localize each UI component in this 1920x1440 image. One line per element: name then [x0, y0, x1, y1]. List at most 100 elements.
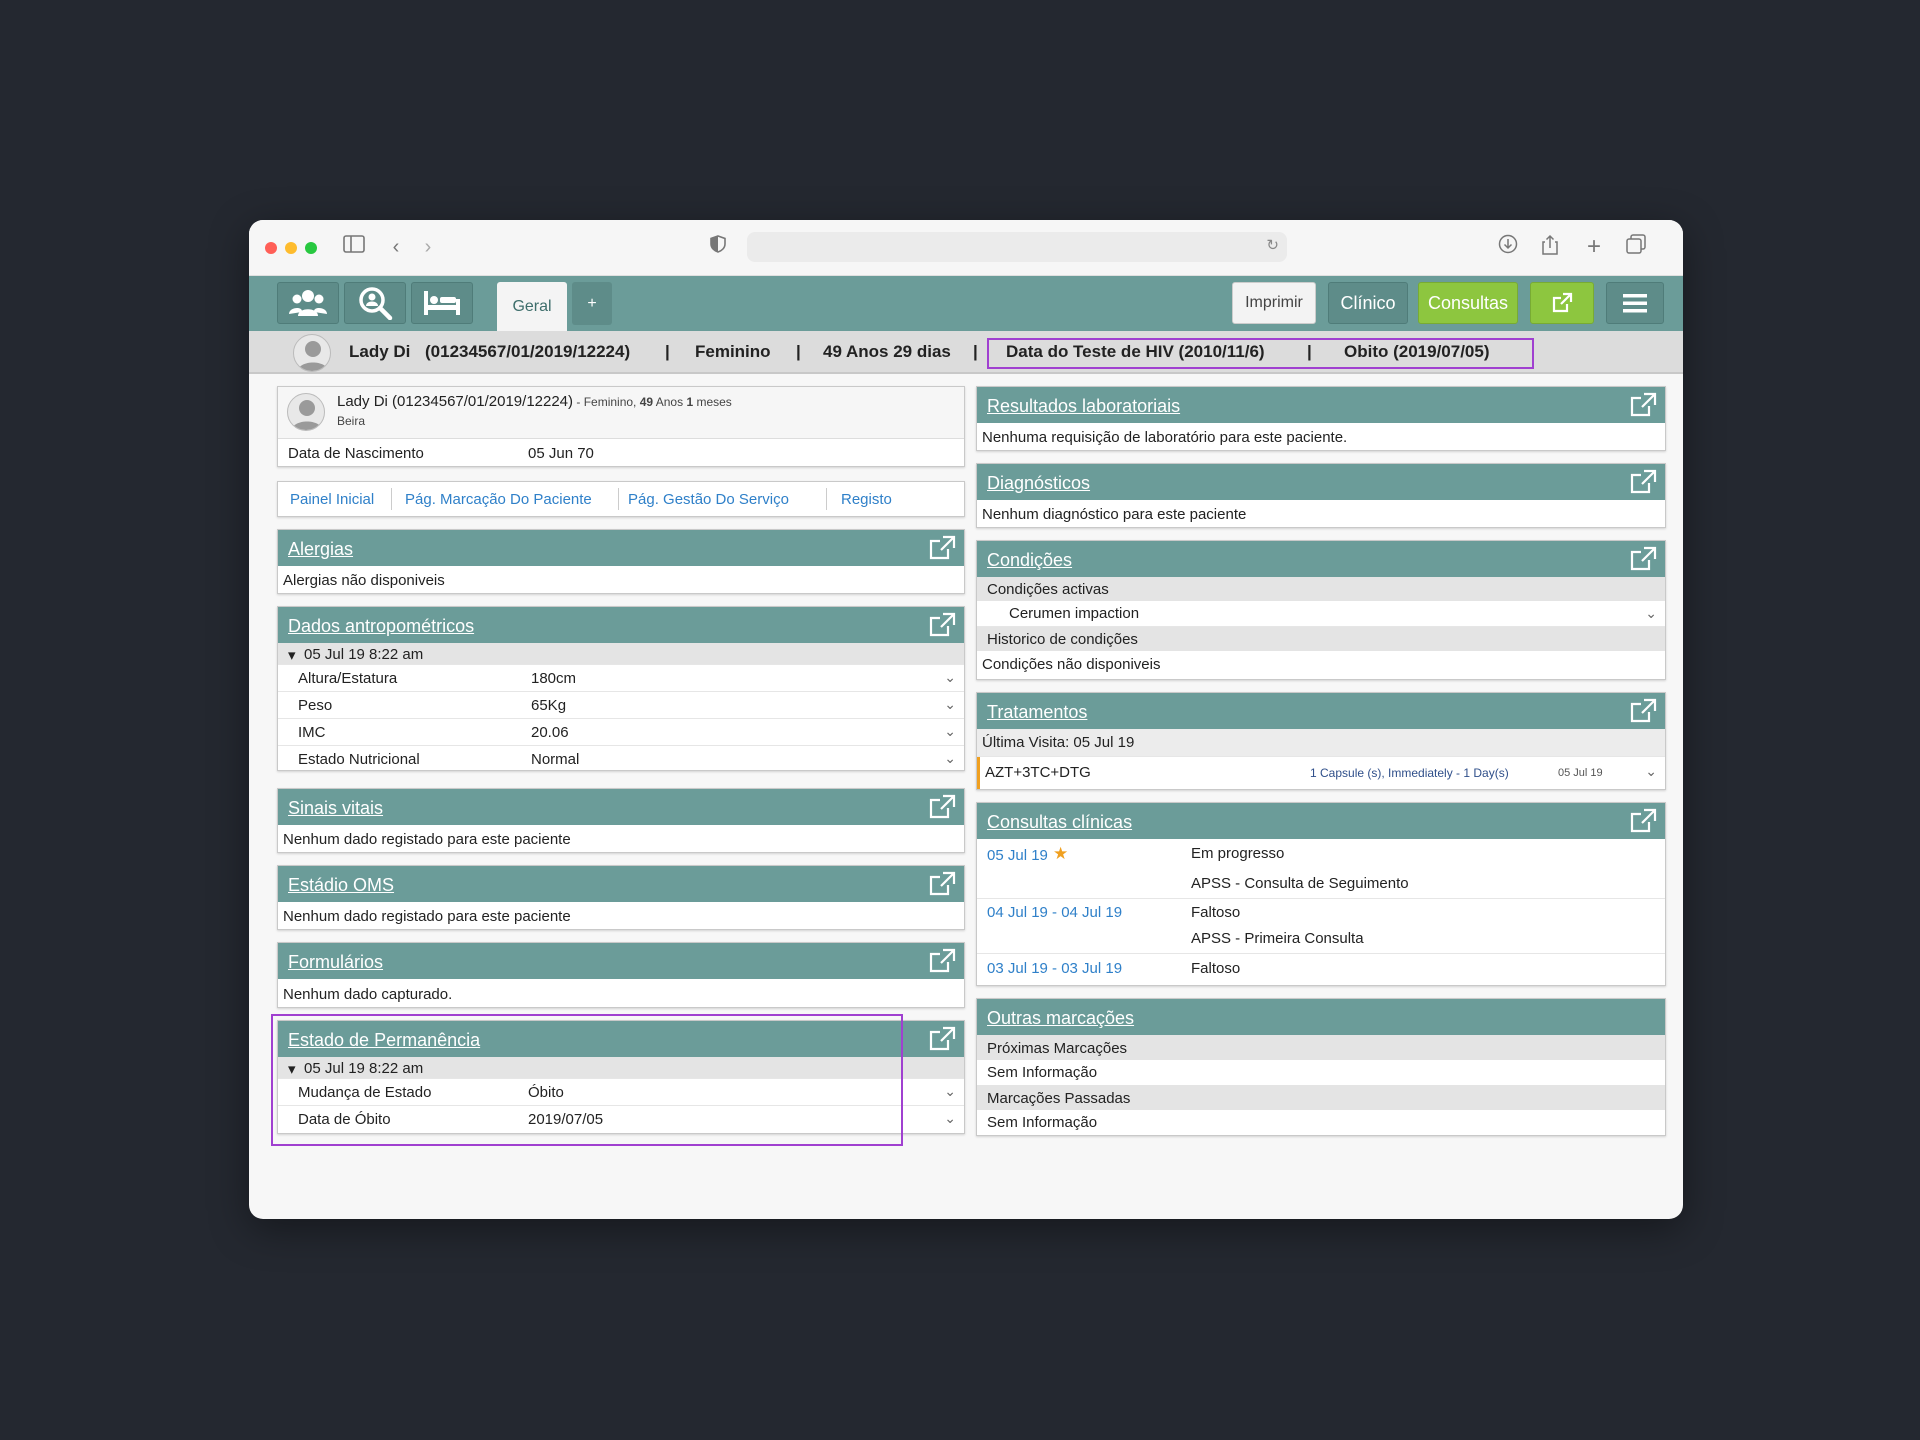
drug-date: 05 Jul 19	[1558, 767, 1603, 779]
external-link-icon[interactable]	[1629, 392, 1657, 418]
main-menu-button[interactable]	[1606, 282, 1664, 324]
search-patient-nav-button[interactable]	[344, 282, 406, 324]
permanence-state-panel: Estado de Permanência ▾ 05 Jul 19 8:22 a…	[277, 1020, 965, 1134]
ward-nav-button[interactable]	[411, 282, 473, 324]
permanence-state-title[interactable]: Estado de Permanência	[288, 1030, 481, 1050]
next-appointments-text: Sem Informação	[987, 1064, 1098, 1081]
open-external-button[interactable]	[1530, 282, 1594, 324]
diagnoses-title[interactable]: Diagnósticos	[987, 473, 1091, 493]
link-gestao-servico[interactable]: Pág. Gestão Do Serviço	[628, 491, 789, 508]
obs-row[interactable]: Altura/Estatura 180cm ⌄	[278, 665, 964, 692]
back-icon[interactable]: ‹	[392, 236, 400, 258]
condition-row[interactable]: Cerumen impaction ⌄	[977, 601, 1665, 627]
maximize-window-button[interactable]	[305, 242, 317, 254]
patient-info-name: Lady Di (01234567/01/2019/12224)	[337, 393, 574, 410]
conditions-title[interactable]: Condições	[987, 550, 1073, 570]
consultation-date[interactable]: 03 Jul 19 - 03 Jul 19	[987, 960, 1123, 977]
obs-row[interactable]: IMC 20.06 ⌄	[278, 719, 964, 746]
download-icon[interactable]	[1495, 234, 1521, 260]
link-marcacao-paciente[interactable]: Pág. Marcação Do Paciente	[405, 491, 592, 508]
clinical-button[interactable]: Clínico	[1328, 282, 1408, 324]
tab-geral[interactable]: Geral	[497, 282, 567, 331]
chevron-down-icon[interactable]: ⌄	[1645, 605, 1657, 621]
separator: |	[665, 342, 670, 361]
obs-value: 2019/07/05	[528, 1111, 604, 1128]
patients-nav-button[interactable]	[277, 282, 339, 324]
forward-icon[interactable]: ›	[424, 236, 432, 258]
external-link-icon[interactable]	[928, 948, 956, 974]
drug-dose: 1 Capsule (s), Immediately - 1 Day(s)	[1310, 766, 1509, 780]
condition-name: Cerumen impaction	[1009, 605, 1140, 622]
conditions-panel: Condições Condições activas Cerumen impa…	[976, 540, 1666, 680]
who-stage-title[interactable]: Estádio OMS	[288, 875, 395, 895]
treatment-row[interactable]: AZT+3TC+DTG 1 Capsule (s), Immediately -…	[977, 757, 1665, 789]
share-icon[interactable]	[1537, 234, 1563, 260]
chevron-down-icon[interactable]: ⌄	[944, 696, 956, 712]
treatments-title[interactable]: Tratamentos	[987, 702, 1088, 722]
tab-add[interactable]: +	[572, 282, 612, 325]
consultations-button[interactable]: Consultas	[1418, 282, 1518, 324]
reload-icon[interactable]: ↻	[1266, 237, 1279, 254]
consultation-row[interactable]: 03 Jul 19 - 03 Jul 19 Faltoso	[977, 954, 1665, 982]
external-link-icon	[1552, 292, 1573, 313]
address-bar[interactable]: ↻	[747, 232, 1287, 262]
link-registo[interactable]: Registo	[841, 491, 892, 508]
obs-row[interactable]: Data de Óbito 2019/07/05 ⌄	[278, 1106, 964, 1133]
encounter-date-row[interactable]: ▾ 05 Jul 19 8:22 am	[278, 643, 964, 665]
consultation-date[interactable]: 05 Jul 19	[987, 847, 1048, 864]
external-link-icon[interactable]	[928, 794, 956, 820]
obs-row[interactable]: Peso 65Kg ⌄	[278, 692, 964, 719]
chevron-down-icon[interactable]: ⌄	[944, 1110, 956, 1126]
lab-results-title[interactable]: Resultados laboratoriais	[987, 396, 1181, 416]
external-link-icon[interactable]	[1629, 808, 1657, 834]
external-link-icon[interactable]	[928, 612, 956, 638]
encounter-date-row[interactable]: ▾ 05 Jul 19 8:22 am	[278, 1057, 964, 1079]
next-appointments-label: Próximas Marcações	[987, 1040, 1128, 1057]
vital-signs-panel: Sinais vitais Nenhum dado registado para…	[277, 788, 965, 853]
print-button[interactable]: Imprimir	[1232, 282, 1316, 324]
patient-id: (01234567/01/2019/12224)	[425, 342, 631, 361]
chevron-down-icon[interactable]: ⌄	[944, 1083, 956, 1099]
consultation-row[interactable]: 04 Jul 19 - 04 Jul 19 Faltoso	[977, 899, 1665, 927]
external-link-icon[interactable]	[928, 535, 956, 561]
anthropometric-title[interactable]: Dados antropométricos	[288, 616, 475, 636]
search-patient-icon	[359, 287, 393, 320]
chevron-down-icon[interactable]: ⌄	[944, 750, 956, 766]
browser-window: ‹ › ↻ + Geral + Imprimir Clíni	[249, 220, 1683, 1219]
consultation-status: Faltoso	[1191, 960, 1241, 977]
external-link-icon[interactable]	[928, 871, 956, 897]
external-link-icon[interactable]	[928, 1026, 956, 1052]
privacy-shield-icon[interactable]	[705, 234, 731, 260]
drug-name: AZT+3TC+DTG	[985, 764, 1091, 781]
chevron-down-icon[interactable]: ⌄	[1645, 763, 1657, 779]
allergies-title[interactable]: Alergias	[288, 539, 354, 559]
close-window-button[interactable]	[265, 242, 277, 254]
other-appointments-title[interactable]: Outras marcações	[987, 1008, 1135, 1028]
external-link-icon[interactable]	[1629, 469, 1657, 495]
external-link-icon[interactable]	[1629, 546, 1657, 572]
obs-row[interactable]: Estado Nutricional Normal ⌄	[278, 746, 964, 773]
print-button-label: Imprimir	[1245, 294, 1303, 311]
new-tab-icon[interactable]: +	[1586, 233, 1601, 260]
browser-toolbar: ‹ › ↻ +	[249, 220, 1683, 276]
sidebar-toggle-icon[interactable]	[341, 234, 367, 260]
link-painel-inicial[interactable]: Painel Inicial	[290, 491, 375, 508]
consultation-date[interactable]: 04 Jul 19 - 04 Jul 19	[987, 904, 1123, 921]
chevron-down-icon[interactable]: ⌄	[944, 723, 956, 739]
forms-panel: Formulários Nenhum dado capturado.	[277, 942, 965, 1008]
chevron-down-icon[interactable]: ⌄	[944, 669, 956, 685]
patient-info-avatar	[287, 393, 325, 431]
next-appointments-row: Sem Informação	[977, 1060, 1665, 1085]
clinical-consultations-panel: Consultas clínicas 05 Jul 19 ★ Em progre…	[976, 802, 1666, 986]
who-stage-text: Nenhum dado registado para este paciente	[283, 908, 571, 925]
forms-title[interactable]: Formulários	[288, 952, 384, 972]
consultation-row[interactable]: 05 Jul 19 ★ Em progresso	[977, 839, 1665, 871]
conditions-active-header: Condições activas	[977, 577, 1665, 601]
tabs-overview-icon[interactable]	[1623, 234, 1649, 260]
app-top-bar: Geral + Imprimir Clínico Consultas	[249, 276, 1683, 331]
clinical-consultations-title[interactable]: Consultas clínicas	[987, 812, 1133, 832]
vital-signs-title[interactable]: Sinais vitais	[288, 798, 384, 818]
minimize-window-button[interactable]	[285, 242, 297, 254]
obs-row[interactable]: Mudança de Estado Óbito ⌄	[278, 1079, 964, 1106]
external-link-icon[interactable]	[1629, 698, 1657, 724]
